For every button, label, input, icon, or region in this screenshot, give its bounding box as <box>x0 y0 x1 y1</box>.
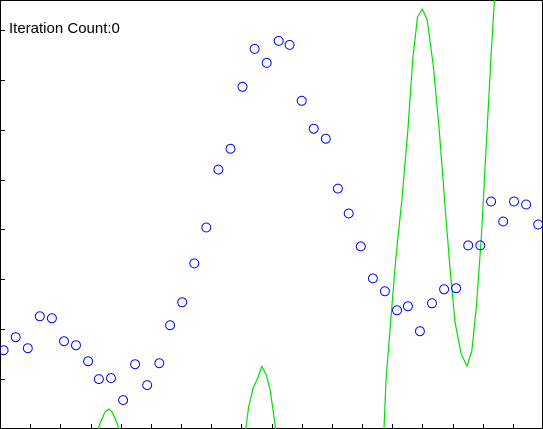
data-point <box>402 301 413 312</box>
data-point <box>177 297 188 308</box>
data-point <box>165 320 176 331</box>
iteration-count-label: Iteration Count:0 <box>9 20 120 37</box>
data-point <box>414 326 425 337</box>
data-point <box>475 240 486 251</box>
fit-curve <box>97 0 496 429</box>
data-point <box>118 395 129 406</box>
data-point <box>463 240 474 251</box>
data-point <box>427 298 437 309</box>
data-point <box>106 373 116 384</box>
data-point <box>273 35 284 46</box>
data-point <box>261 57 272 68</box>
data-point <box>189 258 200 269</box>
data-point <box>225 143 236 154</box>
data-point <box>93 374 104 385</box>
data-point <box>296 95 307 106</box>
data-point <box>142 380 153 391</box>
data-point <box>34 311 45 322</box>
data-point <box>367 273 378 284</box>
data-point <box>439 284 450 295</box>
fit-curve-line <box>97 0 496 429</box>
data-point <box>10 332 21 343</box>
data-point <box>130 359 141 370</box>
data-point <box>509 196 519 207</box>
data-point <box>83 356 94 367</box>
data-point <box>451 283 462 294</box>
data-point <box>46 313 57 324</box>
data-point <box>249 43 260 54</box>
data-point <box>343 208 354 219</box>
data-point <box>379 286 390 297</box>
data-point <box>308 123 319 134</box>
data-point <box>201 222 212 233</box>
data-point <box>320 133 331 144</box>
data-point <box>22 343 33 354</box>
data-point <box>213 164 224 175</box>
data-point <box>498 216 509 227</box>
data-point <box>237 81 248 92</box>
axis-ticks <box>0 30 514 429</box>
data-point <box>71 340 81 351</box>
data-point <box>0 345 9 356</box>
data-point <box>521 199 532 210</box>
data-point <box>332 183 343 194</box>
data-point <box>486 196 497 207</box>
data-point <box>59 336 69 347</box>
data-point <box>392 305 402 316</box>
data-point <box>154 358 165 369</box>
data-points <box>0 35 543 406</box>
data-point <box>355 241 366 252</box>
data-point <box>284 39 295 50</box>
